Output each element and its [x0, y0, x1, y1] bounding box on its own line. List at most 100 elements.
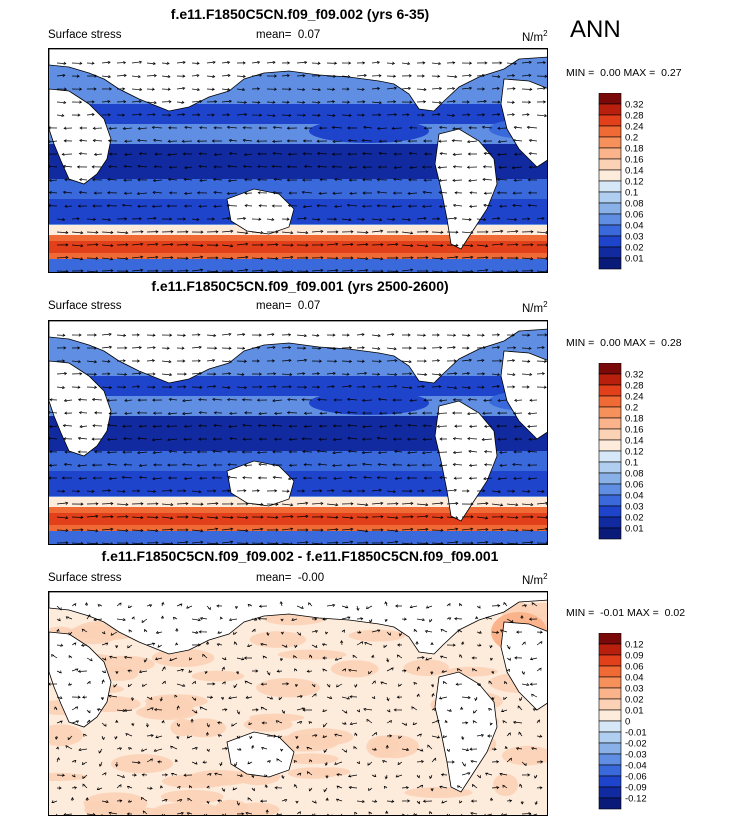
stress-vector [261, 721, 268, 725]
stress-vector [101, 502, 114, 506]
stress-vector [294, 683, 299, 688]
stress-vector [196, 450, 208, 454]
stress-vector [446, 643, 456, 647]
stress-vector [326, 100, 336, 104]
stress-vector [386, 657, 390, 663]
stress-vector [467, 398, 478, 402]
stress-vector [293, 783, 298, 789]
stress-vector [116, 528, 129, 533]
stress-vector [203, 813, 208, 815]
stress-vector [500, 629, 508, 633]
stress-vector [446, 216, 458, 220]
stress-vector [221, 385, 231, 390]
stress-vector [106, 398, 118, 402]
stress-vector [476, 683, 481, 687]
stress-vector [326, 87, 336, 91]
stress-vector [78, 411, 88, 415]
stress-vector [49, 152, 58, 156]
colorbar-swatch [598, 643, 622, 656]
stress-vector [281, 346, 292, 350]
stress-vector [251, 372, 262, 376]
stress-vector [521, 87, 533, 91]
stress-vector [423, 139, 433, 143]
stress-vector [136, 411, 148, 415]
stress-vector [356, 74, 367, 78]
stress-vector [306, 746, 313, 750]
stress-vector [76, 165, 88, 169]
stress-vector [386, 74, 397, 78]
stress-vector [438, 696, 448, 700]
stress-vector [56, 73, 66, 78]
stress-vector [461, 346, 470, 350]
stress-vector [386, 516, 399, 520]
colorbar-tick-label: 0.12 [625, 177, 644, 188]
stress-vector [438, 178, 448, 182]
stress-vector [425, 605, 433, 609]
panel2-max-label: MAX = [623, 337, 656, 349]
stress-vector [513, 424, 523, 428]
stress-vector [71, 786, 78, 790]
stress-vector [334, 761, 343, 765]
stress-vector [233, 683, 238, 689]
stress-vector [416, 359, 427, 363]
stress-vector [184, 165, 193, 169]
stress-vector [131, 760, 141, 765]
stress-vector [106, 423, 118, 427]
stress-vector [221, 515, 234, 519]
stress-vector [446, 760, 455, 764]
stress-vector [258, 204, 268, 208]
stress-vector [131, 74, 141, 79]
stress-vector [424, 152, 433, 156]
stress-vector [191, 502, 204, 506]
stress-vector [521, 100, 532, 104]
stress-vector [303, 463, 313, 467]
stress-vector [242, 138, 253, 142]
stress-vector [371, 541, 384, 544]
stress-vector [334, 733, 343, 737]
stress-vector [251, 527, 264, 531]
stress-vector [446, 359, 457, 363]
stress-vector [273, 177, 283, 182]
stress-band [49, 513, 547, 525]
stress-vector [77, 669, 88, 673]
stress-vector [206, 100, 218, 104]
stress-vector [459, 800, 463, 804]
stress-vector [362, 424, 373, 429]
stress-vector [295, 800, 299, 804]
stress-vector [469, 204, 478, 208]
stress-vector [326, 489, 335, 493]
stress-vector [281, 385, 292, 389]
stress-vector [131, 371, 142, 376]
colorbar-tick-label: 0.16 [625, 425, 644, 436]
stress-vector [146, 242, 159, 246]
stress-vector [62, 190, 73, 195]
stress-vector [93, 617, 103, 622]
stress-vector [379, 424, 388, 428]
stress-vector [454, 424, 463, 428]
stress-vector [140, 796, 148, 802]
stress-vector [236, 359, 248, 363]
stress-vector [191, 643, 202, 647]
panel2-units-text: N/m [522, 302, 544, 315]
stress-vector [296, 113, 306, 117]
stress-vector [226, 125, 238, 130]
stress-vector [356, 217, 365, 221]
stress-vector [123, 708, 133, 712]
stress-vector [317, 165, 328, 169]
stress-vector [108, 811, 118, 815]
stress-vector [527, 424, 538, 428]
stress-vector [452, 437, 463, 441]
stress-vector [392, 437, 403, 441]
stress-vector [491, 760, 500, 764]
stress-vector [71, 74, 80, 78]
colorbar-swatch [598, 147, 622, 160]
stress-vector [301, 398, 313, 402]
stress-vector [311, 644, 318, 648]
stress-vector [386, 100, 397, 104]
stress-vector [221, 681, 226, 685]
stress-vector [439, 152, 448, 156]
stress-vector [49, 204, 58, 208]
stress-vector [281, 503, 294, 507]
stress-vector [489, 657, 493, 661]
stress-vector [431, 256, 444, 261]
